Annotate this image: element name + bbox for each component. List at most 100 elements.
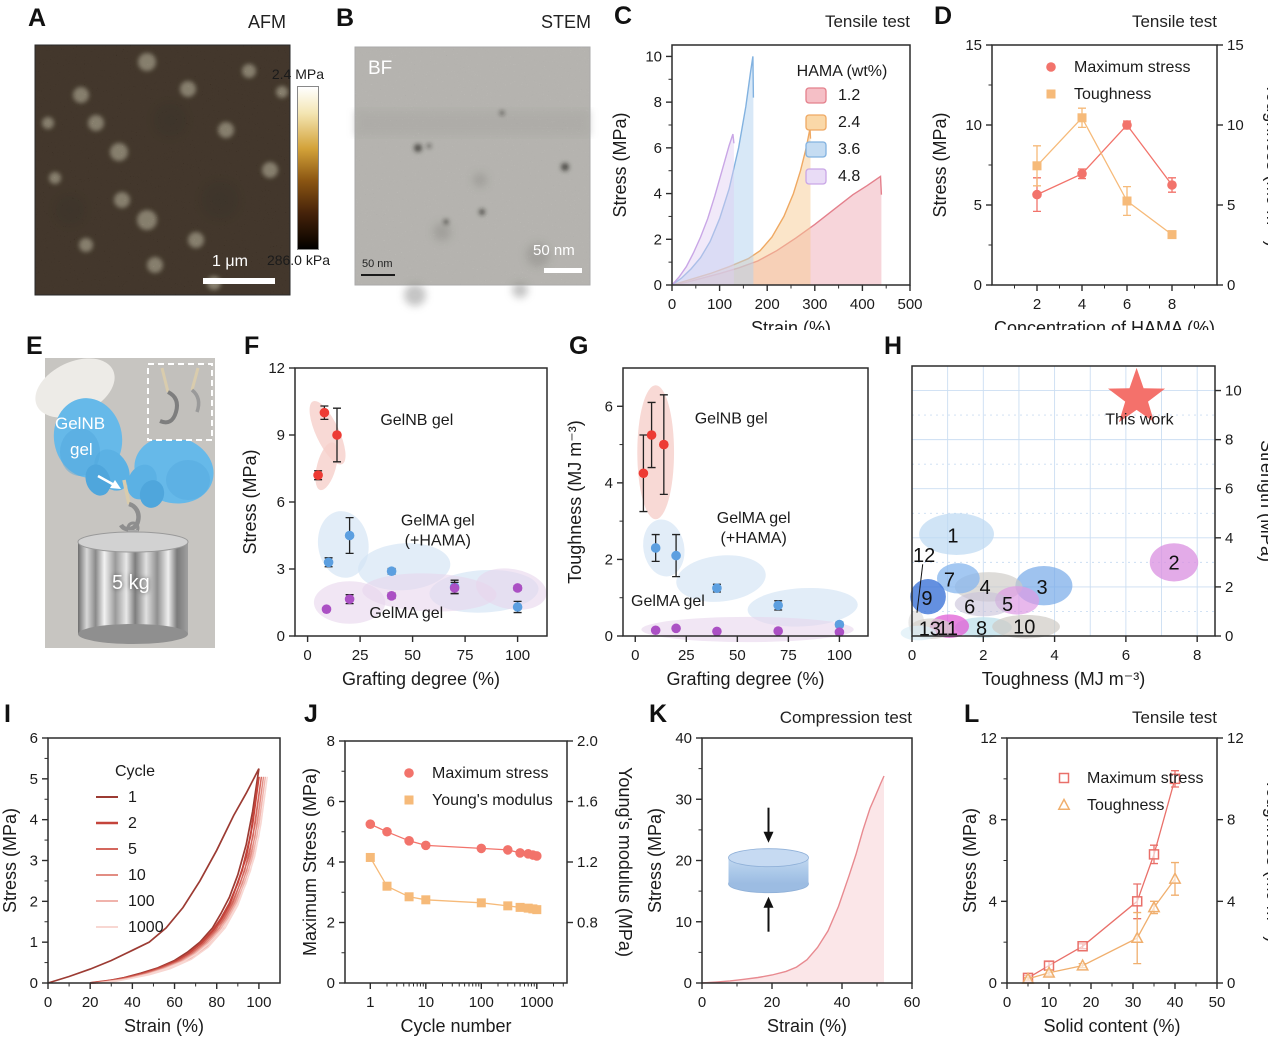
panel-c: C Tensile test 0 100 200 300 400 500 0 2 4 6 8 10 St… [610, 0, 930, 330]
svg-text:25: 25 [678, 647, 695, 664]
svg-text:0: 0 [30, 975, 38, 992]
svg-text:10: 10 [965, 117, 982, 134]
svg-text:0: 0 [605, 628, 613, 645]
svg-text:4: 4 [1227, 893, 1235, 910]
svg-text:Toughness (MJ m⁻³): Toughness (MJ m⁻³) [565, 420, 585, 584]
svg-text:100: 100 [505, 647, 530, 664]
chart-stress-modulus-vs-cycles: 1 10 100 1000 0 2 4 6 8 0.8 1.2 1.6 2.0 Cycle number M… [300, 733, 635, 1036]
svg-text:Toughness: Toughness [1074, 86, 1151, 103]
svg-text:40: 40 [124, 994, 141, 1011]
panel-h: H 1 2 3 4 5 6 7 8 9 10 11 12 13 0 2 4 6 8 0 2 4 6 8 10 Toughness… [880, 330, 1268, 698]
svg-text:1: 1 [366, 994, 374, 1011]
svg-text:500: 500 [897, 296, 922, 313]
svg-text:4.8: 4.8 [838, 168, 860, 185]
gel-weight-photo [35, 358, 215, 648]
panel-d: D Tensile test 2 4 6 8 0 5 10 15 0 5 10 15 Concentra… [930, 0, 1268, 330]
gel-label-line2: gel [70, 440, 93, 459]
svg-text:GelMA gel: GelMA gel [631, 593, 705, 610]
svg-text:6: 6 [30, 730, 38, 747]
svg-text:12: 12 [1227, 730, 1244, 747]
svg-text:3.6: 3.6 [838, 141, 860, 158]
stem-embedded-scale-label: 50 nm [362, 258, 393, 270]
svg-text:8: 8 [976, 618, 987, 640]
svg-text:Grafting degree (%): Grafting degree (%) [666, 669, 824, 689]
svg-text:2: 2 [327, 915, 335, 932]
svg-text:11: 11 [937, 618, 958, 640]
svg-text:20: 20 [675, 853, 692, 870]
stem-micrograph [354, 46, 591, 306]
svg-text:Maximum stress: Maximum stress [432, 765, 548, 782]
svg-text:0: 0 [654, 277, 662, 294]
svg-text:5: 5 [1002, 594, 1013, 616]
svg-text:2: 2 [1168, 552, 1179, 574]
panel-letter-c: C [614, 2, 633, 30]
svg-text:6: 6 [1123, 296, 1131, 313]
svg-text:6: 6 [277, 494, 285, 511]
svg-text:Strain (%): Strain (%) [751, 318, 831, 330]
svg-text:8: 8 [989, 812, 997, 829]
svg-text:0: 0 [1227, 975, 1235, 992]
svg-text:6: 6 [964, 597, 975, 619]
svg-text:20: 20 [82, 994, 99, 1011]
svg-text:6: 6 [605, 398, 613, 415]
svg-text:20: 20 [764, 994, 781, 1011]
afm-scalebar [203, 278, 275, 284]
svg-text:60: 60 [904, 994, 921, 1011]
svg-text:Young's modulus: Young's modulus [432, 792, 553, 809]
svg-text:20: 20 [1083, 994, 1100, 1011]
svg-text:0: 0 [668, 296, 676, 313]
svg-text:8: 8 [1227, 812, 1235, 829]
chart-stress-toughness-vs-hama: 2 4 6 8 0 5 10 15 0 5 10 15 Concentration of HAMA (%… [930, 37, 1268, 330]
panel-letter-f: F [244, 332, 260, 360]
svg-text:75: 75 [457, 647, 474, 664]
svg-text:30: 30 [1125, 994, 1142, 1011]
svg-text:40: 40 [834, 994, 851, 1011]
svg-text:(+HAMA): (+HAMA) [721, 530, 787, 547]
svg-text:5: 5 [974, 197, 982, 214]
svg-text:25: 25 [352, 647, 369, 664]
panel-stem: B STEM BF 50 nm 50 nm [330, 0, 615, 330]
svg-text:10: 10 [1225, 383, 1242, 400]
svg-text:100: 100 [246, 994, 271, 1011]
svg-text:8: 8 [654, 94, 662, 111]
svg-text:12: 12 [980, 730, 997, 747]
panel-k: K Compression test 0 20 40 60 0 10 20 30 40 Strai… [645, 698, 960, 1044]
chart-tensile-hama: 0 100 200 300 400 500 0 2 4 6 8 10 Strain (%) Stress … [610, 44, 923, 330]
panel-j: J 1 10 100 1000 0 2 4 6 8 0.8 1.2 1.6 2.0 Cycle numbe… [300, 698, 645, 1044]
svg-text:7: 7 [944, 570, 955, 592]
svg-text:(+HAMA): (+HAMA) [405, 532, 471, 549]
svg-text:2: 2 [1033, 296, 1041, 313]
panel-letter-j: J [304, 700, 318, 728]
svg-text:Stress (MPa): Stress (MPa) [610, 112, 630, 217]
svg-text:0: 0 [1227, 277, 1235, 294]
svg-text:0: 0 [631, 647, 639, 664]
svg-text:Stress (MPa): Stress (MPa) [930, 112, 950, 217]
svg-text:Strain (%): Strain (%) [124, 1016, 204, 1036]
svg-text:GelMA gel: GelMA gel [401, 512, 475, 529]
svg-text:75: 75 [780, 647, 797, 664]
svg-text:2: 2 [1225, 579, 1233, 596]
svg-text:1: 1 [947, 525, 958, 547]
panel-letter-k: K [649, 700, 668, 728]
svg-text:2: 2 [979, 647, 987, 664]
panel-c-title: Tensile test [824, 12, 910, 31]
svg-text:10: 10 [128, 867, 146, 884]
weight-label: 5 kg [112, 572, 150, 594]
stem-title: STEM [540, 12, 591, 32]
afm-micrograph [34, 44, 291, 296]
svg-text:4: 4 [30, 812, 38, 829]
svg-text:3: 3 [30, 853, 38, 870]
stem-scalebar [544, 268, 582, 273]
svg-text:8: 8 [1193, 647, 1201, 664]
gel-label-line1: GelNB [55, 414, 106, 433]
svg-text:1: 1 [30, 934, 38, 951]
svg-text:2.0: 2.0 [577, 733, 598, 750]
panel-f: F 0 25 50 75 100 0 3 6 9 12 Grafting degree (%) Str… [240, 330, 570, 698]
svg-text:0: 0 [327, 975, 335, 992]
svg-text:This work: This work [1105, 411, 1174, 428]
svg-text:400: 400 [850, 296, 875, 313]
svg-text:12: 12 [913, 545, 935, 567]
